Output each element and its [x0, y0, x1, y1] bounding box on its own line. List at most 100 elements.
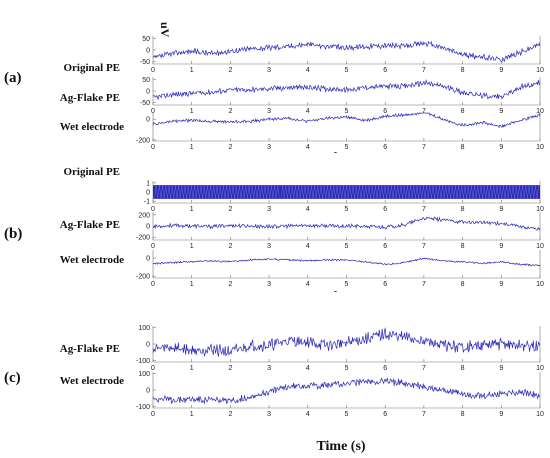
x-axis-title: Time (s) — [316, 439, 365, 454]
x-tick-label: 6 — [383, 206, 387, 213]
panel-label-c: (c) — [4, 370, 21, 386]
x-tick-label: 2 — [228, 365, 232, 372]
series-line — [152, 257, 541, 267]
x-tick-label: 7 — [422, 144, 426, 151]
panel-label-b: (b) — [4, 226, 22, 242]
y-tick-label: 100 — [138, 371, 150, 378]
x-tick-label: 2 — [228, 108, 232, 115]
series-label: Wet electrode — [60, 375, 124, 387]
x-tick-label: 7 — [422, 365, 426, 372]
axis-frame — [152, 250, 541, 279]
y-tick-label: 0 — [146, 224, 150, 231]
x-tick-label: 2 — [228, 144, 232, 151]
x-tick-label: 9 — [499, 411, 503, 418]
series-label: Wet electrode — [60, 254, 124, 266]
x-tick-label: 0 — [151, 411, 155, 418]
x-tick-label: 8 — [461, 281, 465, 288]
y-tick-label: 1 — [146, 180, 150, 187]
y-tick-label: -200 — [136, 235, 150, 242]
x-tick-label: 5 — [345, 206, 349, 213]
x-tick-label: 3 — [267, 206, 271, 213]
x-tick-label: 9 — [499, 365, 503, 372]
x-tick-label: 3 — [267, 365, 271, 372]
y-tick-label: 0 — [146, 342, 150, 349]
series-label: Ag-Flake PE — [60, 92, 120, 104]
x-tick-label: 5 — [345, 144, 349, 151]
x-tick-label: 10 — [536, 67, 544, 74]
x-tick-label: 4 — [306, 365, 310, 372]
x-tick-label: 3 — [267, 67, 271, 74]
x-tick-label: 1 — [190, 281, 194, 288]
x-tick-label: 0 — [151, 67, 155, 74]
series-line — [152, 327, 541, 357]
x-tick-label: 0 — [151, 144, 155, 151]
x-tick-label: 7 — [422, 67, 426, 74]
x-tick-label: 3 — [267, 108, 271, 115]
x-tick-label: 6 — [383, 281, 387, 288]
y-tick-label: 0 — [146, 388, 150, 395]
x-tick-label: 2 — [228, 411, 232, 418]
x-tick-label: 0 — [151, 243, 155, 250]
x-tick-label: 6 — [383, 365, 387, 372]
x-tick-label: 0 — [151, 206, 155, 213]
x-tick-label: 8 — [461, 365, 465, 372]
y-tick-label: -200 — [136, 274, 150, 281]
x-tick-label: 1 — [190, 67, 194, 74]
x-tick-label: 9 — [499, 206, 503, 213]
x-tick-label: 10 — [536, 411, 544, 418]
y-tick-label: 0 — [146, 117, 150, 124]
x-tick-label: 5 — [345, 67, 349, 74]
x-tick-label: 8 — [461, 206, 465, 213]
stray-mark-a: - — [334, 147, 337, 157]
x-tick-label: 1 — [190, 411, 194, 418]
x-tick-label: 2 — [228, 281, 232, 288]
x-tick-label: 4 — [306, 281, 310, 288]
x-tick-label: 1 — [190, 365, 194, 372]
x-tick-label: 7 — [422, 243, 426, 250]
x-tick-label: 10 — [536, 365, 544, 372]
x-tick-label: 10 — [536, 144, 544, 151]
x-tick-label: 0 — [151, 108, 155, 115]
x-tick-label: 1 — [190, 206, 194, 213]
y-tick-label: 0 — [146, 190, 150, 197]
series-band — [153, 185, 540, 199]
x-tick-label: 6 — [383, 108, 387, 115]
series-line — [152, 377, 541, 405]
x-tick-label: 8 — [461, 144, 465, 151]
y-tick-label: -50 — [140, 59, 150, 66]
x-tick-label: 9 — [499, 144, 503, 151]
x-tick-label: 5 — [345, 365, 349, 372]
series-line — [152, 112, 541, 129]
x-tick-label: 3 — [267, 411, 271, 418]
y-tick-label: -50 — [140, 100, 150, 107]
y-tick-label: -100 — [136, 358, 150, 365]
x-tick-label: 4 — [306, 206, 310, 213]
axis-frame — [152, 36, 541, 65]
x-tick-label: 7 — [422, 206, 426, 213]
axis-frame — [152, 77, 541, 106]
x-tick-label: 10 — [536, 281, 544, 288]
stray-mark-b: - — [334, 286, 337, 296]
x-tick-label: 7 — [422, 108, 426, 115]
series-label: Original PE — [63, 62, 120, 74]
series-label: Ag-Flake PE — [60, 343, 120, 355]
y-tick-label: 50 — [142, 36, 150, 43]
x-tick-label: 9 — [499, 67, 503, 74]
x-tick-label: 5 — [345, 281, 349, 288]
x-tick-label: 3 — [267, 243, 271, 250]
x-tick-label: 5 — [345, 411, 349, 418]
x-tick-label: 5 — [345, 108, 349, 115]
y-tick-label: 0 — [146, 256, 150, 263]
x-tick-label: 4 — [306, 243, 310, 250]
axis-frame — [152, 113, 541, 142]
x-tick-label: 0 — [151, 281, 155, 288]
x-tick-label: 2 — [228, 243, 232, 250]
series-label: Wet electrode — [60, 121, 124, 133]
